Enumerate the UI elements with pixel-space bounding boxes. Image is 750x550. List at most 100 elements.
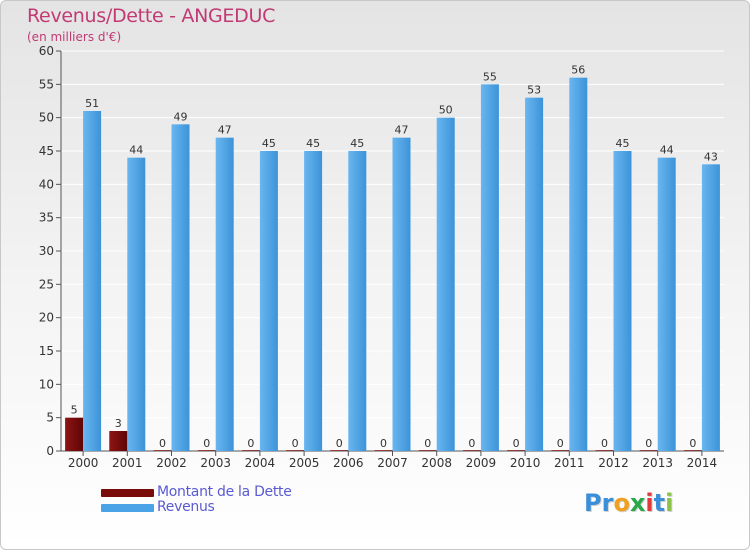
data-label-dette: 0: [424, 437, 431, 450]
bar-dette: [330, 450, 349, 451]
x-tick-label: 2006: [333, 456, 364, 470]
data-label-dette: 0: [645, 437, 652, 450]
x-tick-label: 2000: [68, 456, 99, 470]
bar-dette: [683, 450, 702, 451]
legend-swatch-dette: [101, 489, 154, 497]
bar-revenus: [215, 137, 234, 451]
x-tick-label: 2007: [377, 456, 408, 470]
logo-letter: t: [653, 489, 666, 517]
labels: 2000 5 51 2001 3 44 2002 0 49 2003 0 47 2004 0 45 2005 0…: [68, 64, 718, 470]
x-tick-label: 2004: [245, 456, 276, 470]
y-tick-label: 15: [39, 344, 54, 358]
data-label-revenus: 43: [704, 150, 718, 163]
bar-revenus: [525, 97, 544, 452]
data-label-dette: 0: [380, 437, 387, 450]
data-label-dette: 0: [336, 437, 343, 450]
y-tick-label: 60: [39, 44, 54, 58]
y-tick-label: 20: [39, 311, 54, 325]
x-tick-label: 2001: [112, 456, 143, 470]
bar-revenus: [613, 151, 632, 451]
legend-label-revenus: Revenus: [157, 499, 215, 515]
data-label-revenus: 55: [483, 70, 497, 83]
legend-label-dette: Montant de la Dette: [157, 484, 292, 500]
data-label-revenus: 56: [571, 64, 585, 77]
y-tick-label: 5: [46, 411, 54, 425]
data-label-dette: 3: [115, 417, 122, 430]
bar-dette: [551, 450, 570, 451]
data-label-dette: 0: [247, 437, 254, 450]
x-tick-label: 2014: [687, 456, 718, 470]
logo-letter: P: [584, 489, 602, 517]
bar-revenus: [392, 137, 411, 451]
bar-dette: [241, 450, 260, 451]
y-tick-label: 50: [39, 111, 54, 125]
y-tick-label: 30: [39, 244, 54, 258]
chart-title: Revenus/Dette - ANGEDUC: [27, 5, 276, 27]
data-label-revenus: 47: [218, 124, 232, 137]
bar-dette: [197, 450, 216, 451]
bar-revenus: [304, 151, 323, 451]
bar-revenus: [127, 157, 146, 451]
logo-letter: i: [645, 489, 654, 517]
data-label-revenus: 53: [527, 84, 541, 97]
data-label-revenus: 44: [129, 144, 143, 157]
x-tick-label: 2012: [598, 456, 629, 470]
bar-dette: [153, 450, 172, 451]
logo-letter: x: [629, 489, 646, 517]
bar-dette: [507, 450, 526, 451]
data-label-dette: 0: [203, 437, 210, 450]
bar-revenus: [83, 111, 102, 451]
y-tick-label: 35: [39, 211, 54, 225]
data-label-dette: 5: [71, 404, 78, 417]
bars: [65, 77, 720, 452]
y-tick-label: 0: [46, 444, 54, 458]
logo-letter: r: [601, 489, 614, 517]
bar-dette: [595, 450, 614, 451]
data-label-revenus: 50: [439, 104, 453, 117]
x-tick-label: 2011: [554, 456, 585, 470]
y-tick-label: 45: [39, 144, 54, 158]
data-label-dette: 0: [557, 437, 564, 450]
y-tick-label: 40: [39, 177, 54, 191]
y-tick-label: 10: [39, 377, 54, 391]
logo-letter: o: [613, 489, 630, 517]
bar-revenus: [701, 164, 720, 452]
y-tick-label: 25: [39, 277, 54, 291]
bar-revenus: [480, 84, 499, 451]
data-label-dette: 0: [159, 437, 166, 450]
bar-revenus: [436, 117, 455, 452]
bar-revenus: [171, 124, 190, 451]
bar-dette: [418, 450, 437, 451]
proxiti-logo: Proxiti: [584, 489, 673, 517]
data-label-dette: 0: [468, 437, 475, 450]
bar-dette: [65, 417, 84, 451]
x-tick-label: 2005: [289, 456, 320, 470]
data-label-dette: 0: [689, 437, 696, 450]
x-tick-label: 2009: [466, 456, 497, 470]
data-label-revenus: 51: [85, 97, 99, 110]
bar-dette: [639, 450, 658, 451]
bar-dette: [374, 450, 393, 451]
data-label-revenus: 45: [262, 137, 276, 150]
data-label-revenus: 45: [306, 137, 320, 150]
data-label-revenus: 47: [395, 124, 409, 137]
bar-revenus: [259, 151, 278, 451]
data-label-revenus: 45: [616, 137, 630, 150]
y-tick-label: 55: [39, 77, 54, 91]
chart-subtitle: (en milliers d'€): [27, 30, 122, 44]
bar-revenus: [569, 77, 588, 452]
x-tick-label: 2003: [200, 456, 231, 470]
x-tick-label: 2010: [510, 456, 541, 470]
bar-dette: [462, 450, 481, 451]
bar-revenus: [348, 151, 367, 451]
bar-dette: [109, 431, 128, 451]
legend-swatch-revenus: [101, 504, 154, 512]
data-label-revenus: 45: [350, 137, 364, 150]
data-label-dette: 0: [513, 437, 520, 450]
data-label-revenus: 49: [174, 110, 188, 123]
x-tick-label: 2013: [642, 456, 673, 470]
x-tick-label: 2002: [156, 456, 187, 470]
